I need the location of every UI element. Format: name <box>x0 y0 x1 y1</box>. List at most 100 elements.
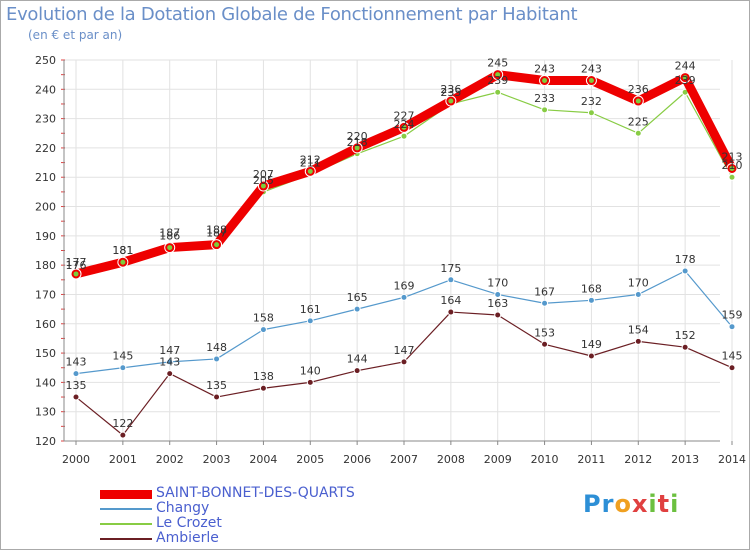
data-label: 153 <box>534 326 555 339</box>
y-tick-label: 250 <box>35 54 56 67</box>
data-label: 140 <box>300 364 321 377</box>
x-tick-label: 2011 <box>577 453 605 466</box>
data-label: 244 <box>675 60 696 73</box>
x-tick-label: 2000 <box>62 453 90 466</box>
data-label: 159 <box>722 309 743 322</box>
legend-label: SAINT-BONNET-DES-QUARTS <box>156 485 355 501</box>
data-label: 147 <box>159 344 180 357</box>
data-point-inner <box>635 98 641 104</box>
data-label: 143 <box>66 356 87 369</box>
data-label: 239 <box>487 74 508 87</box>
data-point-inner <box>588 78 594 84</box>
data-point-inner <box>729 165 735 171</box>
data-label: 232 <box>581 95 602 108</box>
y-tick-label: 190 <box>35 230 56 243</box>
y-tick-label: 150 <box>35 347 56 360</box>
data-label: 170 <box>628 276 649 289</box>
legend-swatch <box>100 538 152 540</box>
data-point <box>728 323 736 331</box>
data-point <box>213 355 221 363</box>
data-point <box>447 276 455 284</box>
data-point <box>541 340 549 348</box>
data-point-inner <box>214 242 220 248</box>
data-label: 210 <box>722 159 743 172</box>
data-label: 138 <box>253 370 274 383</box>
data-label: 149 <box>581 338 602 351</box>
data-label: 239 <box>675 74 696 87</box>
data-label: 227 <box>394 109 415 122</box>
data-point <box>634 290 642 298</box>
data-label: 235 <box>440 86 461 99</box>
data-label: 152 <box>675 329 696 342</box>
data-label: 164 <box>440 294 461 307</box>
data-label: 220 <box>347 130 368 143</box>
data-label: 207 <box>253 168 274 181</box>
y-tick-label: 120 <box>35 435 56 448</box>
y-tick-label: 210 <box>35 171 56 184</box>
data-point <box>728 173 736 181</box>
data-label: 144 <box>347 353 368 366</box>
data-point <box>587 296 595 304</box>
data-point-inner <box>73 271 79 277</box>
data-point <box>259 384 267 392</box>
data-label: 218 <box>347 136 368 149</box>
x-tick-label: 2005 <box>296 453 324 466</box>
data-label: 135 <box>206 379 227 392</box>
proxiti-logo: Proxiti <box>583 490 679 518</box>
data-label: 145 <box>112 350 133 363</box>
data-label: 236 <box>628 83 649 96</box>
data-point <box>400 132 408 140</box>
y-tick-label: 240 <box>35 83 56 96</box>
data-label: 205 <box>253 174 274 187</box>
data-label: 236 <box>440 83 461 96</box>
y-tick-label: 130 <box>35 406 56 419</box>
data-point <box>494 290 502 298</box>
legend-label: Ambierle <box>156 530 219 546</box>
data-label: 212 <box>300 153 321 166</box>
data-point <box>587 352 595 360</box>
data-point-inner <box>354 145 360 151</box>
data-label: 169 <box>394 279 415 292</box>
data-point <box>353 305 361 313</box>
data-label: 176 <box>66 259 87 272</box>
data-point <box>306 378 314 386</box>
x-tick-label: 2014 <box>718 453 746 466</box>
data-label: 233 <box>534 92 555 105</box>
data-point <box>213 393 221 401</box>
legend-swatch <box>100 489 152 499</box>
data-point <box>306 317 314 325</box>
data-point <box>541 299 549 307</box>
y-tick-label: 140 <box>35 376 56 389</box>
data-label: 163 <box>487 297 508 310</box>
data-label: 165 <box>347 291 368 304</box>
data-label: 148 <box>206 341 227 354</box>
data-point <box>400 358 408 366</box>
x-tick-label: 2003 <box>203 453 231 466</box>
x-tick-label: 2009 <box>484 453 512 466</box>
data-point <box>681 343 689 351</box>
legend-swatch <box>100 523 152 525</box>
data-point-inner <box>495 72 501 78</box>
data-point <box>119 364 127 372</box>
y-tick-label: 200 <box>35 201 56 214</box>
data-label: 178 <box>675 253 696 266</box>
data-label: 243 <box>581 63 602 76</box>
legend-swatch <box>100 508 152 510</box>
data-label: 154 <box>628 323 649 336</box>
chart-subtitle: (en € et par an) <box>28 28 123 42</box>
data-point <box>494 88 502 96</box>
data-point-inner <box>307 168 313 174</box>
data-point <box>72 393 80 401</box>
logo-text: Proxiti <box>583 490 680 518</box>
data-label: 161 <box>300 303 321 316</box>
data-point <box>541 106 549 114</box>
data-label: 181 <box>112 244 133 257</box>
data-label: 243 <box>534 63 555 76</box>
data-point <box>494 311 502 319</box>
data-label: 158 <box>253 312 274 325</box>
data-label: 170 <box>487 276 508 289</box>
data-label: 177 <box>66 256 87 269</box>
data-point-inner <box>448 98 454 104</box>
data-label: 188 <box>206 224 227 237</box>
